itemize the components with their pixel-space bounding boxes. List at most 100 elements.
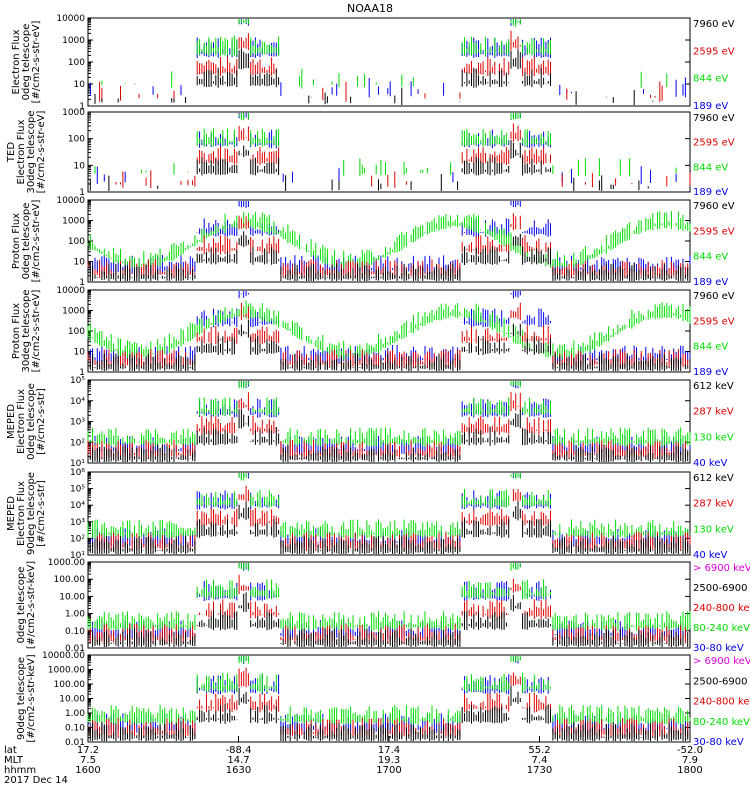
series-trace-red <box>115 123 691 189</box>
y-tick-label: 0.01 <box>65 738 85 748</box>
series-trace-green <box>87 656 691 725</box>
legend-entry: 612 keV <box>693 381 734 392</box>
y-tick-label: 100 <box>68 58 85 68</box>
legend-entry: 844 eV <box>693 162 728 173</box>
legend-entry: 844 eV <box>693 342 728 353</box>
series-trace-blue <box>96 113 677 185</box>
y-tick-label: 1000 <box>62 307 85 317</box>
y-tick-label: 10¹ <box>70 551 85 561</box>
y-tick-label: 10 <box>74 258 86 268</box>
y-tick-label: 10000.00 <box>42 651 85 661</box>
y-tick-label: 10 <box>74 348 86 358</box>
series-trace-blue <box>87 201 691 275</box>
legend-entry: 844 eV <box>693 252 728 263</box>
panel-frame <box>87 111 691 193</box>
x-tick-label-hhmm: 1800 <box>677 765 702 776</box>
legend-entry: 240-800 keV <box>693 697 750 708</box>
y-axis-label: [#/cm2-s-str] <box>36 480 47 547</box>
series-trace-black <box>87 319 691 371</box>
y-axis-label: Proton Flux <box>11 213 22 269</box>
y-tick-label: 100 <box>68 237 85 247</box>
legend-entry: 2595 eV <box>693 138 735 149</box>
legend-entry: 844 eV <box>693 74 728 85</box>
series-trace-blue <box>87 381 691 455</box>
panel-frame <box>87 17 691 107</box>
legend-entry: 30-80 keV <box>693 643 744 654</box>
y-axis-label: [#/cm2-s-str-keV] <box>26 561 37 649</box>
series-trace-black <box>87 501 691 554</box>
y-tick-label: 10 <box>74 80 86 90</box>
legend-entry: 189 eV <box>693 101 728 112</box>
y-axis-label: Electron Flux <box>16 119 27 184</box>
y-tick-label: 10¹ <box>70 459 85 469</box>
x-tick-label-mlt: 19.3 <box>378 755 400 766</box>
y-tick-label: 10000 <box>56 286 85 296</box>
y-tick-label: 1 <box>79 102 85 112</box>
x-row-label: hhmm <box>4 765 36 776</box>
legend-entry: 7960 eV <box>693 291 735 302</box>
panel-6: 10⁶ 10⁵ 10⁴ 10³ 10² 10¹ MEPED Electron Flux 90de… <box>6 468 734 561</box>
y-tick-label: 1.00 <box>65 709 85 719</box>
y-tick-label: 100.00 <box>54 575 86 585</box>
y-tick-label: 1 <box>79 368 85 378</box>
legend-entry: 240-800 keV <box>693 603 750 614</box>
y-tick-label: 10000 <box>56 14 85 24</box>
y-tick-label: 1 <box>79 278 85 288</box>
y-axis-label: Electron Flux <box>11 29 22 94</box>
legend-entry: 7960 eV <box>693 19 735 30</box>
y-tick-label: 0.01 <box>65 644 85 654</box>
y-axis-label: [#/cm2-s-str-eV] <box>31 21 42 104</box>
y-tick-label: 10³ <box>70 518 85 528</box>
legend-entry: > 6900 keV <box>693 563 750 574</box>
series-trace-green <box>94 113 677 177</box>
series-trace-black <box>94 48 654 105</box>
y-axis-label: 0deg telescope <box>26 383 37 460</box>
y-axis-label: 0deg telescope <box>21 24 32 101</box>
series-trace-black <box>87 409 691 462</box>
y-axis-label: MEPED <box>6 496 17 531</box>
legend-entry: 30-80 keV <box>693 737 744 748</box>
x-tick-label-lat: 55.2 <box>528 745 550 756</box>
y-tick-label: 0.10 <box>65 627 85 637</box>
x-tick-label-mlt: 14.7 <box>227 755 249 766</box>
series-trace-green <box>87 381 691 447</box>
legend-entry: 7960 eV <box>693 113 735 124</box>
y-axis-label: [#/cm2-s-str-eV] <box>31 200 42 283</box>
series-trace-green <box>101 19 668 89</box>
x-tick-label-hhmm: 1630 <box>226 765 251 776</box>
y-tick-label: 10³ <box>70 418 85 428</box>
series-trace-black <box>87 231 691 281</box>
legend-entry: 2595 eV <box>693 316 735 327</box>
y-axis-label: 0deg telescope <box>16 567 27 644</box>
y-tick-label: 10⁴ <box>70 501 85 511</box>
y-axis-label: 30deg telescope <box>21 289 32 372</box>
x-tick-label-mlt: 7.4 <box>532 755 548 766</box>
x-tick-label-hhmm: 1730 <box>527 765 552 776</box>
legend-entry: 130 keV <box>693 524 734 535</box>
y-tick-label: 10.00 <box>59 695 85 705</box>
y-tick-label: 10⁴ <box>70 397 85 407</box>
y-tick-label: 1000 <box>62 217 85 227</box>
panel-2: 1000 100 10 1 TED Electron Flux 30deg telescop… <box>6 108 735 198</box>
legend-entry: 189 eV <box>693 367 728 378</box>
y-axis-label: 0deg telescope <box>21 203 32 280</box>
y-axis-label: 90deg telescope <box>16 657 27 740</box>
series-trace-black <box>87 685 691 741</box>
legend-entry: 40 keV <box>693 458 727 469</box>
y-tick-label: 0.10 <box>65 724 85 734</box>
series-trace-red <box>87 667 691 738</box>
series-trace-blue <box>89 19 686 98</box>
y-tick-label: 1000 <box>62 108 85 118</box>
panel-1: 10000 1000 100 10 1 Electron Flux 0deg telesco… <box>11 14 735 112</box>
y-tick-label: 10⁵ <box>70 485 85 495</box>
legend-entry: 40 keV <box>693 550 727 561</box>
y-tick-label: 1 <box>79 188 85 198</box>
legend-entry: 189 eV <box>693 277 728 288</box>
series-trace-red <box>99 30 663 102</box>
y-axis-label: Proton Flux <box>11 303 22 359</box>
y-tick-label: 100.00 <box>54 680 86 690</box>
y-tick-label: 100 <box>68 327 85 337</box>
y-axis-label: Electron Flux <box>16 389 27 454</box>
y-tick-label: 10² <box>70 438 85 448</box>
